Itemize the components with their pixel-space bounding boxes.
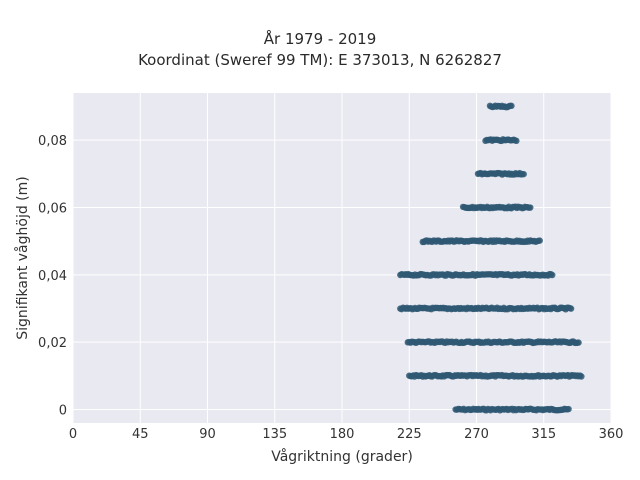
x-tick-label: 225 [397, 427, 422, 442]
data-point [567, 305, 575, 312]
x-tick-label: 90 [199, 427, 216, 442]
y-tick-label: 0,06 [38, 201, 67, 216]
data-point [527, 204, 534, 211]
data-point [549, 271, 556, 279]
x-tick-label: 270 [464, 427, 489, 442]
data-point [508, 102, 515, 110]
x-tick-label: 45 [132, 427, 149, 442]
x-tick-label: 180 [330, 427, 355, 442]
data-point [578, 373, 585, 380]
y-tick-label: 0,08 [38, 134, 67, 149]
data-point [575, 339, 582, 346]
data-point [513, 137, 520, 145]
data-points [397, 102, 585, 414]
y-tick-label: 0 [59, 404, 67, 419]
x-tick-label: 360 [599, 427, 624, 442]
x-tick-label: 135 [262, 427, 287, 442]
y-axis-label: Signifikant våghöjd (m) [14, 176, 31, 339]
y-tick-label: 0,04 [38, 269, 67, 284]
x-tick-label: 315 [531, 427, 556, 442]
y-tick-label: 0,02 [38, 336, 67, 351]
data-point [565, 405, 572, 413]
x-axis-label: Vågriktning (grader) [271, 448, 413, 465]
data-point [536, 237, 543, 244]
data-point [520, 170, 527, 178]
x-tick-label: 0 [69, 427, 77, 442]
chart-title: År 1979 - 2019 [263, 30, 377, 48]
x-axis-ticks: 0 45 90 135 180 225 270 315 360 [69, 427, 624, 442]
chart-subtitle: Koordinat (Sweref 99 TM): E 373013, N 62… [138, 51, 502, 69]
y-axis-ticks: 0 0,02 0,04 0,06 0,08 [38, 134, 67, 418]
